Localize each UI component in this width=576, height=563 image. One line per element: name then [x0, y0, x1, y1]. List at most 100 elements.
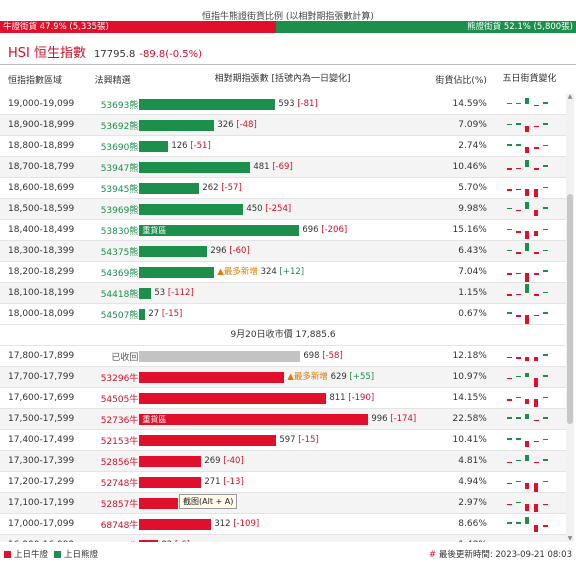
contracts-bar — [139, 539, 159, 542]
five-day-bar — [506, 123, 512, 125]
five-day-bar — [515, 230, 521, 233]
row-code-link[interactable]: 54507熊 — [100, 310, 139, 321]
five-day-bar — [542, 438, 548, 440]
row-code-link[interactable]: 53945熊 — [100, 184, 139, 195]
row-range: 18,600-18,699 — [8, 183, 75, 193]
contracts-change: [-48] — [236, 119, 257, 130]
row-code-link[interactable]: 54369熊 — [100, 268, 139, 279]
row-range: 18,300-18,399 — [8, 246, 75, 256]
table-row: 18,200-18,299 54369熊 ▲最多新增 324 [+12] 7.04% — [0, 262, 566, 283]
most-new-tag: ▲最多新增 — [287, 371, 331, 382]
five-day-bar — [524, 372, 529, 377]
row-bar-cell: 450 [-254] — [139, 199, 425, 220]
five-day-bar — [533, 209, 538, 216]
index-name: HSI 恒生指數 — [8, 46, 86, 61]
five-day-chart — [499, 94, 566, 115]
five-day-bar — [533, 356, 538, 361]
most-new-tag: ▲最多新增 — [217, 266, 261, 277]
row-code-link[interactable]: 54375熊 — [100, 247, 139, 258]
row-code-link[interactable]: 52748牛 — [100, 478, 139, 489]
scrollbar[interactable]: ▲ ▼ — [566, 94, 574, 542]
five-day-bar — [533, 125, 539, 127]
five-day-chart — [499, 199, 566, 220]
five-day-bar — [542, 269, 548, 272]
row-pct: 10.46% — [452, 162, 487, 172]
table-body[interactable]: 19,000-19,099 53693熊 593 [-81] 14.59% 18,900… — [0, 94, 566, 542]
legend-bull-label: 上日牛證 — [14, 550, 49, 560]
row-code-link[interactable]: 53690熊 — [100, 142, 139, 153]
five-day-bar — [515, 521, 521, 524]
contracts-bar — [139, 350, 301, 362]
row-code-link[interactable]: 52736牛 — [100, 415, 139, 426]
five-day-bar — [515, 122, 521, 125]
row-bar-cell: 312 [-109] — [139, 514, 425, 535]
scroll-down-arrow-icon[interactable]: ▼ — [567, 535, 573, 542]
table-row: 17,200-17,299 52748牛 271 [-13] 4.94% — [0, 472, 566, 493]
contracts-change: [-13] — [223, 476, 244, 487]
row-bar-cell: 重貨區 996 [-174] — [139, 409, 425, 430]
row-code-link[interactable]: 52857牛 — [100, 499, 139, 510]
table-row: 17,600-17,699 54505牛 811 [-190] 14.15% — [0, 388, 566, 409]
row-bar-cell: 481 [-69] — [139, 157, 425, 178]
five-day-bar — [533, 419, 539, 421]
five-day-bar — [533, 461, 539, 463]
table-row: 18,400-18,499 53830熊 重貨區 696 [-206] 15.16% — [0, 220, 566, 241]
five-day-bar — [542, 416, 548, 419]
five-day-bar — [524, 97, 529, 104]
contracts-change: [-81] — [297, 98, 318, 109]
five-day-chart — [499, 262, 566, 283]
five-day-bar — [506, 416, 512, 419]
row-code-link[interactable]: 65703牛 — [87, 539, 139, 543]
five-day-bar — [524, 283, 529, 293]
row-range: 18,000-18,099 — [8, 309, 75, 319]
contracts-value: 296 — [210, 245, 230, 256]
contracts-value: 593 — [278, 98, 298, 109]
five-day-bar — [515, 251, 521, 254]
row-code-link[interactable]: 68748牛 — [100, 520, 139, 531]
row-code-link[interactable]: 53296牛 — [100, 373, 139, 384]
index-summary: HSI 恒生指數 17795.8 -89.8(-0.5%) — [8, 42, 202, 62]
five-day-bar — [506, 356, 512, 358]
row-bar-cell: 593 [-81] — [139, 94, 425, 115]
scroll-up-arrow-icon[interactable]: ▲ — [567, 93, 573, 100]
row-code-link[interactable]: 54418熊 — [100, 289, 139, 300]
contracts-change: [-57] — [221, 182, 242, 193]
five-day-bar — [506, 503, 512, 505]
row-code-link[interactable]: 54505牛 — [100, 394, 139, 405]
row-pct: 6.43% — [458, 246, 487, 256]
row-code-link[interactable]: 53830熊 — [100, 226, 139, 237]
screenshot-tooltip: 截图(Alt + A) — [179, 494, 238, 509]
five-day-bar — [506, 398, 512, 401]
table-row: 18,600-18,699 53945熊 262 [-57] 5.70% — [0, 178, 566, 199]
row-code-link[interactable]: 53693熊 — [100, 100, 139, 111]
five-day-bar — [533, 440, 539, 442]
index-change: -89.8(-0.5%) — [139, 49, 203, 60]
five-day-bar — [515, 188, 521, 190]
five-day-bar — [506, 272, 512, 275]
row-range: 18,700-18,799 — [8, 162, 75, 172]
contracts-bar — [139, 287, 152, 299]
contracts-bar — [139, 266, 215, 278]
five-day-chart — [499, 472, 566, 493]
scroll-thumb[interactable] — [567, 194, 573, 424]
five-day-bar — [524, 482, 529, 489]
previous-close-row: 9月20日收市價 17,885.6 — [0, 325, 566, 346]
row-code-link[interactable]: 53692熊 — [100, 121, 139, 132]
contracts-change: [-109] — [233, 518, 260, 529]
five-day-chart — [499, 388, 566, 409]
five-day-bar — [542, 206, 548, 209]
row-range: 18,800-18,899 — [8, 141, 75, 151]
row-code-link[interactable]: 53947熊 — [100, 163, 139, 174]
row-code-link[interactable]: 52153牛 — [100, 436, 139, 447]
five-day-bar — [524, 454, 529, 461]
table-row: 17,000-17,099 68748牛 312 [-109] 8.66% — [0, 514, 566, 535]
contracts-label: 296 [-60] — [210, 246, 249, 257]
row-code-link[interactable]: 52856牛 — [100, 457, 139, 468]
divider — [0, 64, 576, 65]
contracts-change: [+55] — [349, 371, 375, 382]
row-code-link[interactable]: 53969熊 — [100, 205, 139, 216]
contracts-label: 698 [-58] — [303, 351, 342, 362]
contracts-label: 53 [-112] — [154, 288, 193, 299]
contracts-bar — [139, 224, 300, 236]
header-contracts: 相對期指張數 [括號內為一日變化] — [214, 74, 351, 84]
